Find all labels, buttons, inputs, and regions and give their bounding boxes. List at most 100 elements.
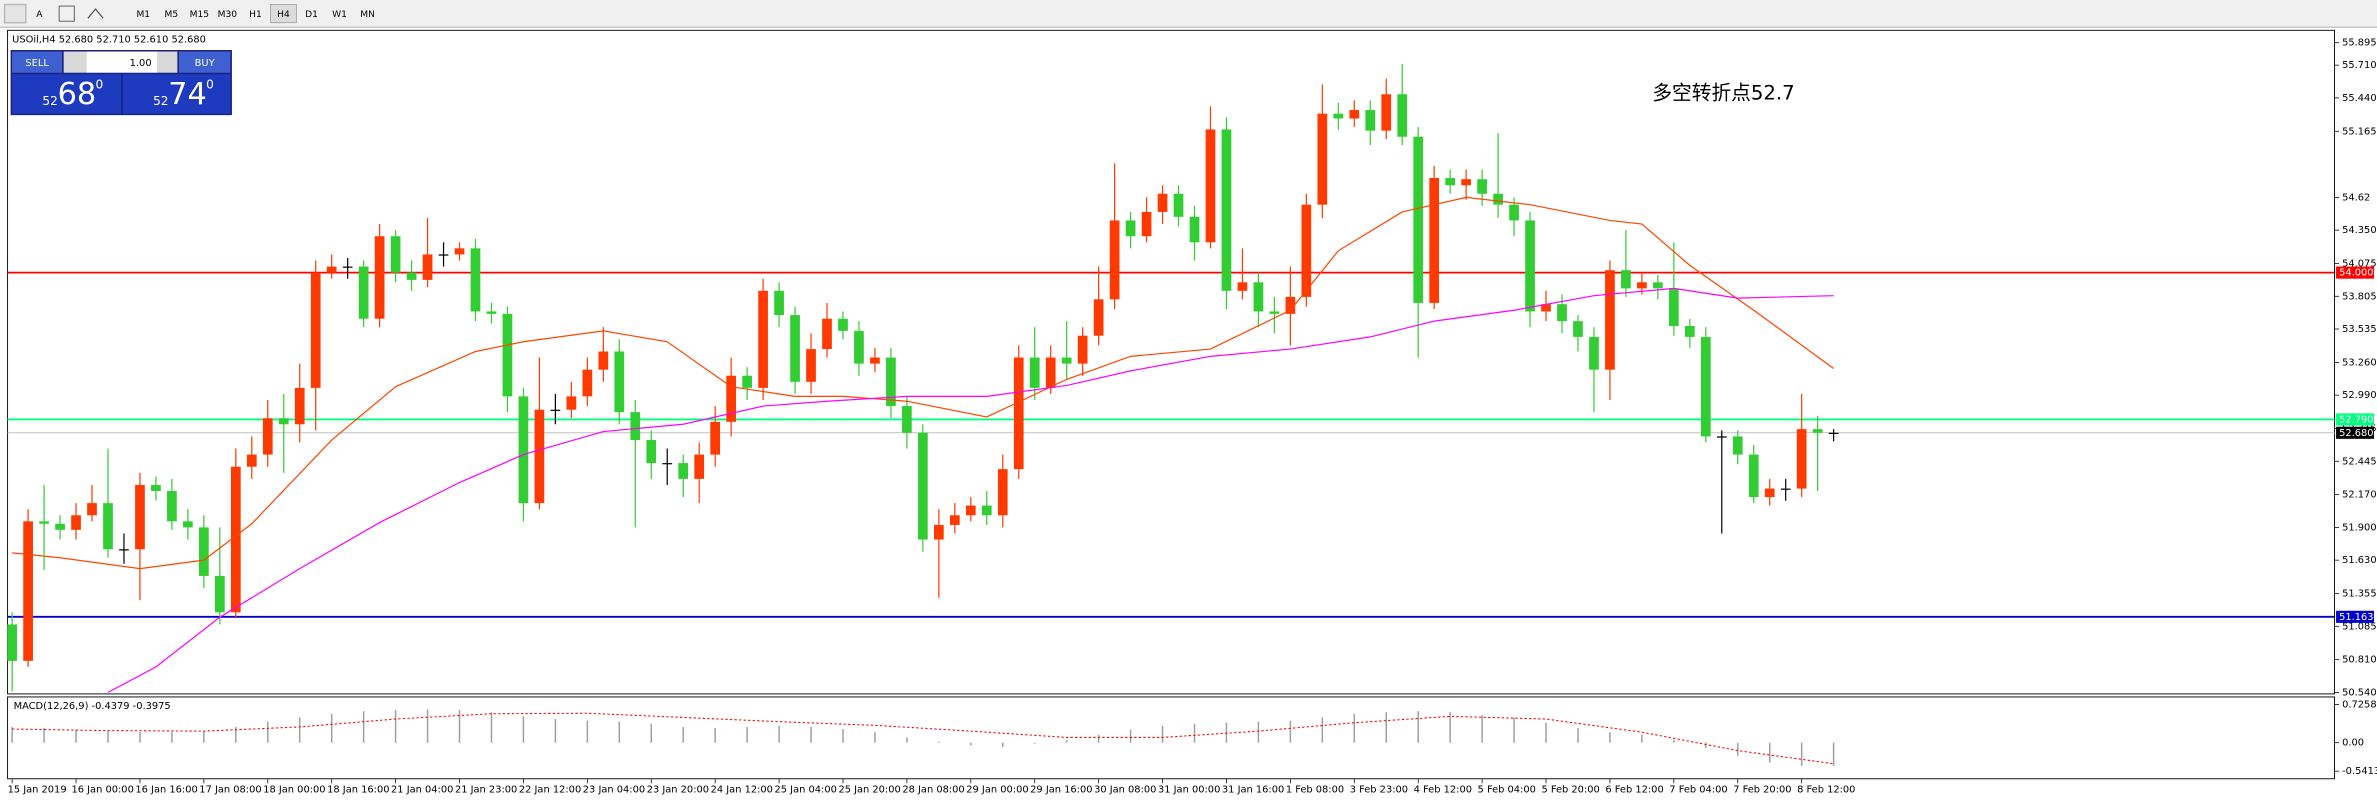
- y-tick-label: 53.260: [2342, 357, 2376, 368]
- candle-body: [1493, 193, 1503, 205]
- label-tool[interactable]: [58, 5, 75, 22]
- price-label: 52.790: [2339, 414, 2373, 425]
- buy-price-pips: 74: [168, 77, 207, 112]
- x-tick-label: 16 Jan 16:00: [135, 784, 197, 795]
- candle-body: [1061, 357, 1072, 364]
- candle-body: [1700, 336, 1711, 437]
- candle-body: [774, 290, 784, 316]
- timeframe-label[interactable]: W1: [332, 10, 347, 20]
- candle-body: [1333, 113, 1344, 119]
- volume-input[interactable]: [86, 51, 158, 73]
- x-tick-label: 29 Jan 16:00: [1030, 784, 1092, 795]
- price-label-box: [2336, 413, 2374, 426]
- timeframe-label[interactable]: MN: [360, 10, 375, 20]
- x-tick-label: 6 Feb 12:00: [1605, 784, 1663, 795]
- candle-body: [294, 387, 305, 425]
- candle-body: [390, 236, 401, 273]
- candle-body: [438, 254, 449, 256]
- volume-value: 1.00: [130, 58, 152, 69]
- candle-body: [614, 351, 625, 413]
- candle-body: [1732, 436, 1743, 455]
- candle-body: [1589, 336, 1599, 370]
- x-tick-label: 4 Feb 12:00: [1414, 784, 1472, 795]
- candle-body: [886, 357, 896, 407]
- arrows-tool[interactable]: [87, 8, 104, 19]
- sell-price-pips: 68: [58, 77, 97, 112]
- buy-price-box[interactable]: [122, 74, 231, 114]
- candle-body: [806, 349, 816, 382]
- x-tick-label: 23 Jan 20:00: [647, 784, 709, 795]
- trade-panel: SELL 1.00 BUY 52 68 0 52 74 0: [10, 49, 232, 116]
- y-tick-label: 54.350: [2342, 225, 2376, 236]
- candle-body: [870, 357, 880, 364]
- x-tick-label: 15 Jan 2019: [8, 784, 67, 795]
- timeframe-button[interactable]: [270, 4, 297, 24]
- candle-body: [710, 421, 721, 455]
- candle-body: [902, 406, 912, 433]
- volume-down[interactable]: [63, 51, 87, 73]
- candle-body: [981, 505, 992, 516]
- candle-body: [470, 248, 481, 312]
- candle-body: [103, 503, 113, 550]
- candle-body: [1509, 204, 1519, 221]
- moving-average: [107, 287, 1834, 693]
- candle-body: [1716, 436, 1727, 438]
- candle-body: [949, 515, 960, 525]
- y-tick-label: 53.535: [2342, 324, 2376, 335]
- candle-body: [1780, 488, 1791, 490]
- candle-body: [55, 523, 65, 530]
- candle-body: [151, 484, 161, 491]
- x-tick-label: 25 Jan 20:00: [838, 784, 900, 795]
- candle-body: [662, 463, 673, 465]
- y-tick-label: 55.710: [2342, 60, 2376, 71]
- timeframe-label[interactable]: H1: [249, 10, 262, 20]
- indicator-tick-label: 0.7258: [2342, 700, 2376, 711]
- candle-body: [71, 515, 81, 530]
- y-tick-label: 50.540: [2342, 687, 2376, 698]
- candle-body: [454, 248, 465, 255]
- cursor-tool[interactable]: [3, 3, 27, 24]
- timeframe-label[interactable]: D1: [305, 10, 318, 20]
- candle-body: [630, 412, 641, 441]
- candle-body: [1013, 357, 1024, 470]
- candle-body: [1573, 321, 1583, 337]
- y-tick-label: 53.805: [2342, 291, 2376, 302]
- sell-price-box[interactable]: [12, 74, 122, 114]
- timeframe-label[interactable]: M5: [164, 10, 178, 20]
- volume-up[interactable]: [157, 51, 178, 73]
- candle-body: [199, 527, 209, 576]
- candle-body: [310, 272, 321, 388]
- macd-signal: [12, 712, 1834, 765]
- timeframe-label[interactable]: M1: [136, 10, 150, 20]
- candle-body: [1413, 136, 1424, 303]
- candle-body: [1269, 311, 1280, 314]
- sell-button[interactable]: [12, 51, 63, 73]
- timeframe-label[interactable]: M30: [218, 10, 238, 20]
- candle-body: [135, 484, 145, 550]
- candle-body: [1557, 304, 1567, 322]
- y-tick-label: 51.630: [2342, 555, 2376, 566]
- candle-body: [1237, 282, 1248, 291]
- candle-body: [374, 236, 385, 319]
- candle-body: [1477, 179, 1487, 194]
- x-tick-label: 30 Jan 08:00: [1094, 784, 1156, 795]
- buy-button[interactable]: [178, 51, 231, 73]
- text-tool[interactable]: A: [36, 10, 43, 20]
- x-tick-label: 29 Jan 00:00: [966, 784, 1028, 795]
- x-tick-label: 28 Jan 08:00: [902, 784, 964, 795]
- candle-body: [822, 318, 832, 350]
- candle-body: [1541, 304, 1551, 312]
- x-tick-label: 21 Jan 04:00: [391, 784, 453, 795]
- price-label: 54.000: [2339, 268, 2373, 279]
- candle-body: [278, 418, 289, 425]
- sell-price-fraction: 0: [96, 77, 104, 91]
- candle-body: [1365, 110, 1376, 131]
- y-tick-label: 51.085: [2342, 621, 2376, 632]
- candle-body: [1077, 335, 1088, 364]
- timeframe-label[interactable]: H4: [277, 10, 290, 20]
- y-tick-label: 54.075: [2342, 259, 2376, 270]
- timeframe-label[interactable]: M15: [190, 10, 209, 20]
- candle-body: [406, 272, 417, 280]
- candle-body: [694, 454, 705, 479]
